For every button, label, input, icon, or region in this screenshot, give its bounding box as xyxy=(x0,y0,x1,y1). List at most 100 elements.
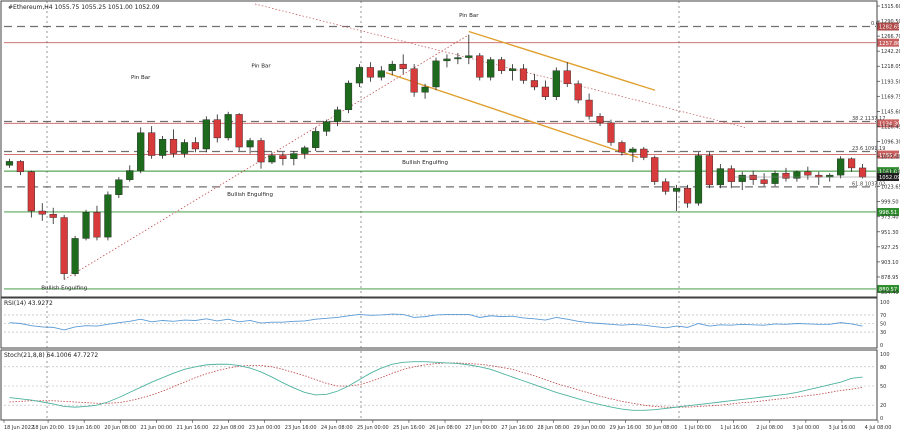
fib-label: 23.6 1091.19 xyxy=(852,146,885,152)
time-tick-label: 3 Jul 00:00 xyxy=(792,425,819,431)
bull-candle xyxy=(224,114,232,139)
price-tick-label: 1242.20 xyxy=(881,49,900,55)
price-tick-label: 1096.30 xyxy=(881,139,900,145)
level-price-tag-text: 1282.65 xyxy=(879,25,900,31)
stoch-layer: 100 80 50 20 0 xyxy=(4,352,890,422)
price-axis: 1315.60 1290.50 1266.70 1242.20 1218.05 1193.… xyxy=(735,1,900,297)
bull-candle xyxy=(115,179,123,195)
time-tick-label: 24 Jun 08:00 xyxy=(321,425,353,431)
rsi-tick-label: 0 xyxy=(880,343,883,349)
bull-candle xyxy=(465,55,473,58)
stoch-panel[interactable]: Stoch(21,8,8) 64.1006 47.7272 100 80 50 20 0 xyxy=(0,349,890,422)
price-tick-label: 878.95 xyxy=(881,275,899,281)
time-tick-label: 2 Jul 08:00 xyxy=(756,425,783,431)
bear-candle xyxy=(618,142,626,153)
pattern-annotation: Pin Bar xyxy=(131,75,151,81)
bull-candle xyxy=(126,170,134,180)
stoch-tick-label: 0 xyxy=(880,416,883,422)
level-price-tag-text: 880.57 xyxy=(879,287,897,293)
pattern-annotation: Pin Bar xyxy=(459,13,479,19)
bull-candle xyxy=(738,174,746,182)
bull-candle xyxy=(104,194,112,238)
bull-candle xyxy=(137,132,145,171)
price-tick-label: 1145.60 xyxy=(881,109,900,115)
level-price-tag xyxy=(877,119,899,128)
bull-candle xyxy=(333,109,342,122)
bear-candle xyxy=(410,68,418,93)
bull-candle xyxy=(301,147,309,154)
price-tick-label: 975.40 xyxy=(881,215,899,221)
bear-candle xyxy=(705,155,714,186)
price-tick-label: 854.40 xyxy=(881,290,899,296)
bull-candle xyxy=(323,121,331,132)
bear-candle xyxy=(760,179,768,184)
bull-candle xyxy=(694,155,703,204)
pattern-annotation: Bullish Engulfing xyxy=(227,192,273,198)
time-tick-label: 19 Jun 16:00 xyxy=(68,425,100,431)
stoch-panel-frame xyxy=(0,349,878,421)
bear-candle xyxy=(366,67,374,78)
price-panel[interactable]: #Ethereum,H4 1055.75 1055.25 1051.00 105… xyxy=(0,0,900,298)
stoch-signal-line xyxy=(9,362,863,408)
bull-candle xyxy=(793,171,801,179)
price-tick-label: 1315.60 xyxy=(881,4,900,10)
bull-candle xyxy=(202,119,210,150)
price-tick-label: 1290.50 xyxy=(881,19,900,25)
bear-candle xyxy=(662,181,670,192)
bear-candle xyxy=(683,187,692,204)
rsi-panel[interactable]: RSI(14) 43.9272 100 70 50 30 0 xyxy=(0,297,890,349)
bear-candle xyxy=(476,55,484,78)
price-tick-label: 903.10 xyxy=(881,260,899,266)
bull-candle xyxy=(487,59,495,78)
time-tick-label: 21 Jun 00:00 xyxy=(140,425,172,431)
bull-candle xyxy=(158,139,167,156)
price-tick-label: 1193.50 xyxy=(881,79,900,85)
bear-candle xyxy=(848,158,856,169)
level-price-tag-text: 1134.30 xyxy=(879,122,900,128)
stoch-tick-label: 20 xyxy=(880,403,886,409)
level-price-tag-text: 1086.47 xyxy=(879,153,900,159)
bear-candle xyxy=(235,114,243,148)
time-tick-label: 27 Jun 16:00 xyxy=(501,425,533,431)
level-price-tag xyxy=(877,22,899,31)
bull-candle xyxy=(629,148,637,153)
bear-candle xyxy=(541,86,549,97)
bull-candle xyxy=(180,142,189,154)
time-tick-label: 1 Jul 00:00 xyxy=(684,425,711,431)
bull-candle xyxy=(837,158,845,176)
bear-candle xyxy=(607,122,615,143)
time-tick-label: 29 Jun 16:00 xyxy=(610,425,642,431)
price-candles xyxy=(5,34,867,280)
bear-candle xyxy=(257,140,265,163)
bull-candle xyxy=(344,82,353,111)
bear-candle xyxy=(727,168,735,182)
bull-candle xyxy=(508,68,517,71)
bear-candle xyxy=(399,63,407,69)
time-tick-label: 25 Jun 16:00 xyxy=(393,425,425,431)
bear-candle xyxy=(749,174,757,180)
bear-candle xyxy=(38,210,46,215)
bear-candle xyxy=(563,70,571,84)
bear-candle xyxy=(27,171,35,212)
price-tick-label: 999.50 xyxy=(881,200,899,206)
bull-candle xyxy=(552,70,560,97)
level-price-tag-text: 998.51 xyxy=(879,210,897,216)
time-tick-label: 26 Jun 08:00 xyxy=(429,425,461,431)
rsi-tick-label: 100 xyxy=(880,300,890,306)
time-tick-label: 27 Jun 00:00 xyxy=(465,425,497,431)
fib-label: 0.0 xyxy=(871,21,879,27)
stoch-tick-label: 80 xyxy=(880,365,886,371)
price-tick-label: 951.30 xyxy=(881,230,899,236)
time-tick-label: 21 Jun 16:00 xyxy=(177,425,209,431)
time-tick-label: 20 Jun 08:00 xyxy=(104,425,136,431)
bear-candle xyxy=(16,161,24,173)
rsi-tick-label: 30 xyxy=(880,330,886,336)
time-tick-label: 29 Jun 00:00 xyxy=(573,425,605,431)
bear-candle xyxy=(169,139,178,154)
price-tick-label: 1266.70 xyxy=(881,34,900,40)
bear-candle xyxy=(640,148,648,158)
stoch-tick-label: 50 xyxy=(880,384,886,390)
rsi-layer: 100 70 50 30 0 xyxy=(4,300,890,349)
